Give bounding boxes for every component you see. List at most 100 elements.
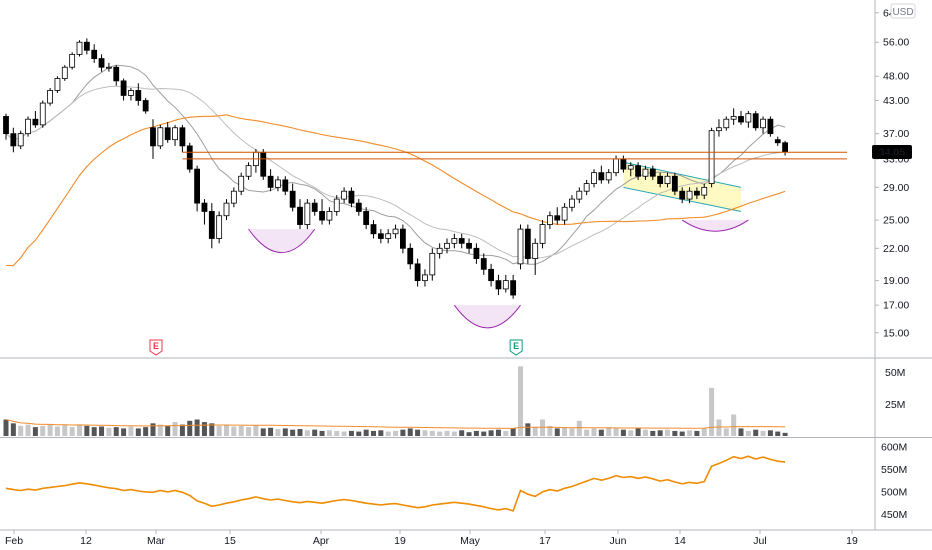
candle: [47, 88, 53, 106]
candle: [289, 183, 296, 212]
volume-bar: [231, 426, 237, 436]
candle: [17, 130, 24, 150]
indicator-tick-label: 550M: [881, 464, 907, 476]
candle: [598, 165, 605, 184]
volume-bar: [598, 429, 604, 436]
volume-bar: [503, 430, 509, 436]
svg-text:E: E: [513, 341, 519, 351]
earnings-badge[interactable]: E: [509, 339, 523, 356]
candle: [164, 122, 171, 143]
candle: [392, 224, 399, 239]
volume-bar: [444, 430, 450, 436]
candle: [157, 124, 164, 150]
candle: [319, 199, 325, 225]
candle: [267, 169, 274, 192]
cup-pattern-may[interactable]: [453, 304, 521, 329]
resistance-lines: [182, 151, 847, 160]
cup-pattern-march[interactable]: [248, 228, 316, 254]
flag-channel-upper[interactable]: [623, 161, 742, 188]
currency-label-box[interactable]: USD: [890, 3, 916, 19]
price-tick-label: 43.00: [883, 95, 909, 107]
volume-bar: [260, 428, 266, 436]
candle: [701, 183, 708, 200]
volume-bar: [665, 429, 670, 436]
volume-bar: [591, 428, 597, 436]
candle: [635, 162, 641, 180]
candle: [569, 195, 575, 212]
candle: [370, 220, 377, 239]
candle: [532, 238, 539, 275]
candle: [466, 238, 472, 254]
volume-bar: [326, 430, 332, 436]
indicator-tick-label: 600M: [881, 441, 907, 453]
volume-bar: [687, 430, 693, 436]
volume-bar: [672, 430, 678, 436]
candle: [208, 203, 215, 249]
moving-average-mid-line: [5, 85, 786, 259]
volume-bar: [371, 430, 376, 436]
volume-bar: [187, 420, 193, 436]
volume-bar: [341, 431, 347, 436]
candle: [422, 269, 428, 287]
volume-bar: [143, 427, 149, 436]
volume-bar: [510, 428, 516, 436]
candle: [238, 172, 245, 196]
volume-bar: [731, 414, 737, 436]
axes: 64.0056.0048.0043.0037.0033.0029.0025.00…: [5, 7, 909, 547]
volume-bar: [635, 428, 641, 436]
candle: [194, 165, 201, 212]
candle: [679, 187, 686, 204]
volume-bar: [172, 422, 178, 436]
candle: [782, 140, 788, 156]
volume-bar: [767, 430, 773, 436]
candle: [120, 78, 127, 101]
earnings-badge[interactable]: E: [149, 339, 163, 356]
candle: [694, 187, 700, 200]
price-tick-label: 19.00: [883, 275, 909, 287]
grid-lines: [0, 0, 932, 531]
volume-bar: [481, 431, 487, 436]
volume-bar: [679, 431, 685, 436]
volume-bar: [209, 423, 215, 436]
volume-bar: [165, 425, 171, 436]
volume-bar: [642, 429, 648, 436]
time-tick-label: 17: [539, 535, 551, 547]
volume-bar: [775, 431, 781, 436]
volume-bar: [121, 428, 127, 436]
candle: [429, 248, 436, 281]
candle: [91, 44, 98, 63]
volume-bar: [224, 424, 229, 436]
time-tick-label: 14: [674, 535, 686, 547]
indicator-line: [5, 455, 786, 512]
candlestick-series: [3, 38, 788, 299]
volume-bar: [701, 428, 707, 436]
candle: [61, 65, 68, 81]
candle: [216, 211, 223, 244]
time-tick-label: 15: [224, 535, 236, 547]
volume-tick-label: 50M: [885, 367, 905, 379]
candle: [738, 110, 744, 125]
volume-bar: [745, 430, 751, 436]
candle: [76, 40, 83, 57]
candle: [745, 110, 752, 128]
indicator-tick-label: 450M: [881, 509, 907, 521]
volume-bar: [282, 428, 288, 436]
candle: [774, 136, 781, 146]
price-tick-label: 15.00: [883, 327, 909, 339]
volume-bar: [760, 430, 766, 436]
volume-bar: [657, 430, 663, 436]
candle: [10, 127, 17, 153]
volume-bar: [400, 429, 406, 436]
candle: [539, 220, 546, 249]
price-tick-label: 25.00: [883, 215, 909, 227]
cup-pattern-june[interactable]: [681, 219, 749, 232]
candle: [150, 119, 156, 159]
candle: [605, 169, 612, 184]
volume-bar: [179, 424, 185, 436]
candle: [510, 274, 517, 299]
candle: [436, 243, 443, 259]
candle: [142, 97, 149, 114]
volume-bar: [238, 425, 244, 436]
